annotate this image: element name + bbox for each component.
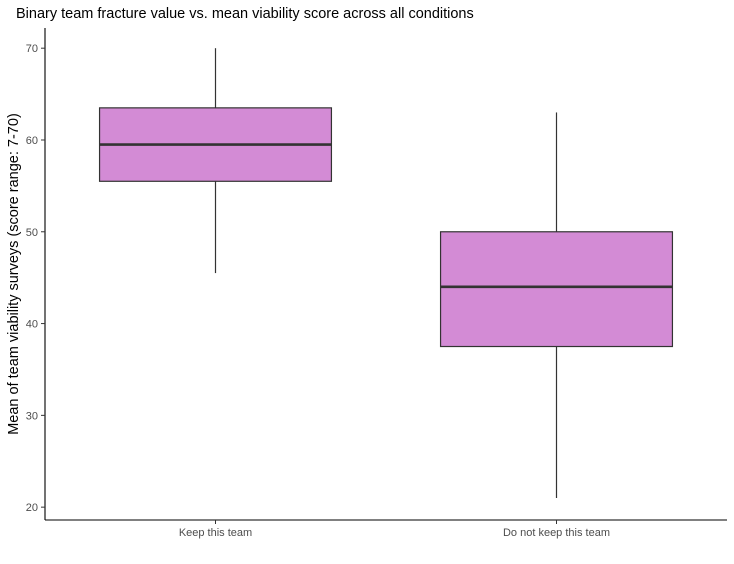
y-tick-label: 50	[26, 227, 38, 239]
boxes	[98, 48, 674, 498]
box-1	[98, 48, 333, 274]
y-tick-label: 70	[26, 43, 38, 55]
y-tick-label: 40	[26, 319, 38, 331]
iqr-box	[439, 231, 674, 348]
plot-area: 20 30 40 50 60 70 Keep this team Do not keep t…	[26, 28, 727, 539]
y-axis-ticks: 20 30 40 50 60 70	[26, 43, 45, 514]
y-axis-label: Mean of team viability surveys (score ra…	[6, 113, 22, 435]
y-tick-label: 30	[26, 410, 38, 422]
chart-title: Binary team fracture value vs. mean viab…	[16, 6, 474, 22]
box-2	[439, 112, 674, 498]
x-tick-label: Do not keep this team	[503, 527, 610, 539]
y-tick-label: 20	[26, 502, 38, 514]
x-axis-ticks: Keep this team Do not keep this team	[179, 520, 610, 539]
y-tick-label: 60	[26, 135, 38, 147]
x-tick-label: Keep this team	[179, 527, 252, 539]
